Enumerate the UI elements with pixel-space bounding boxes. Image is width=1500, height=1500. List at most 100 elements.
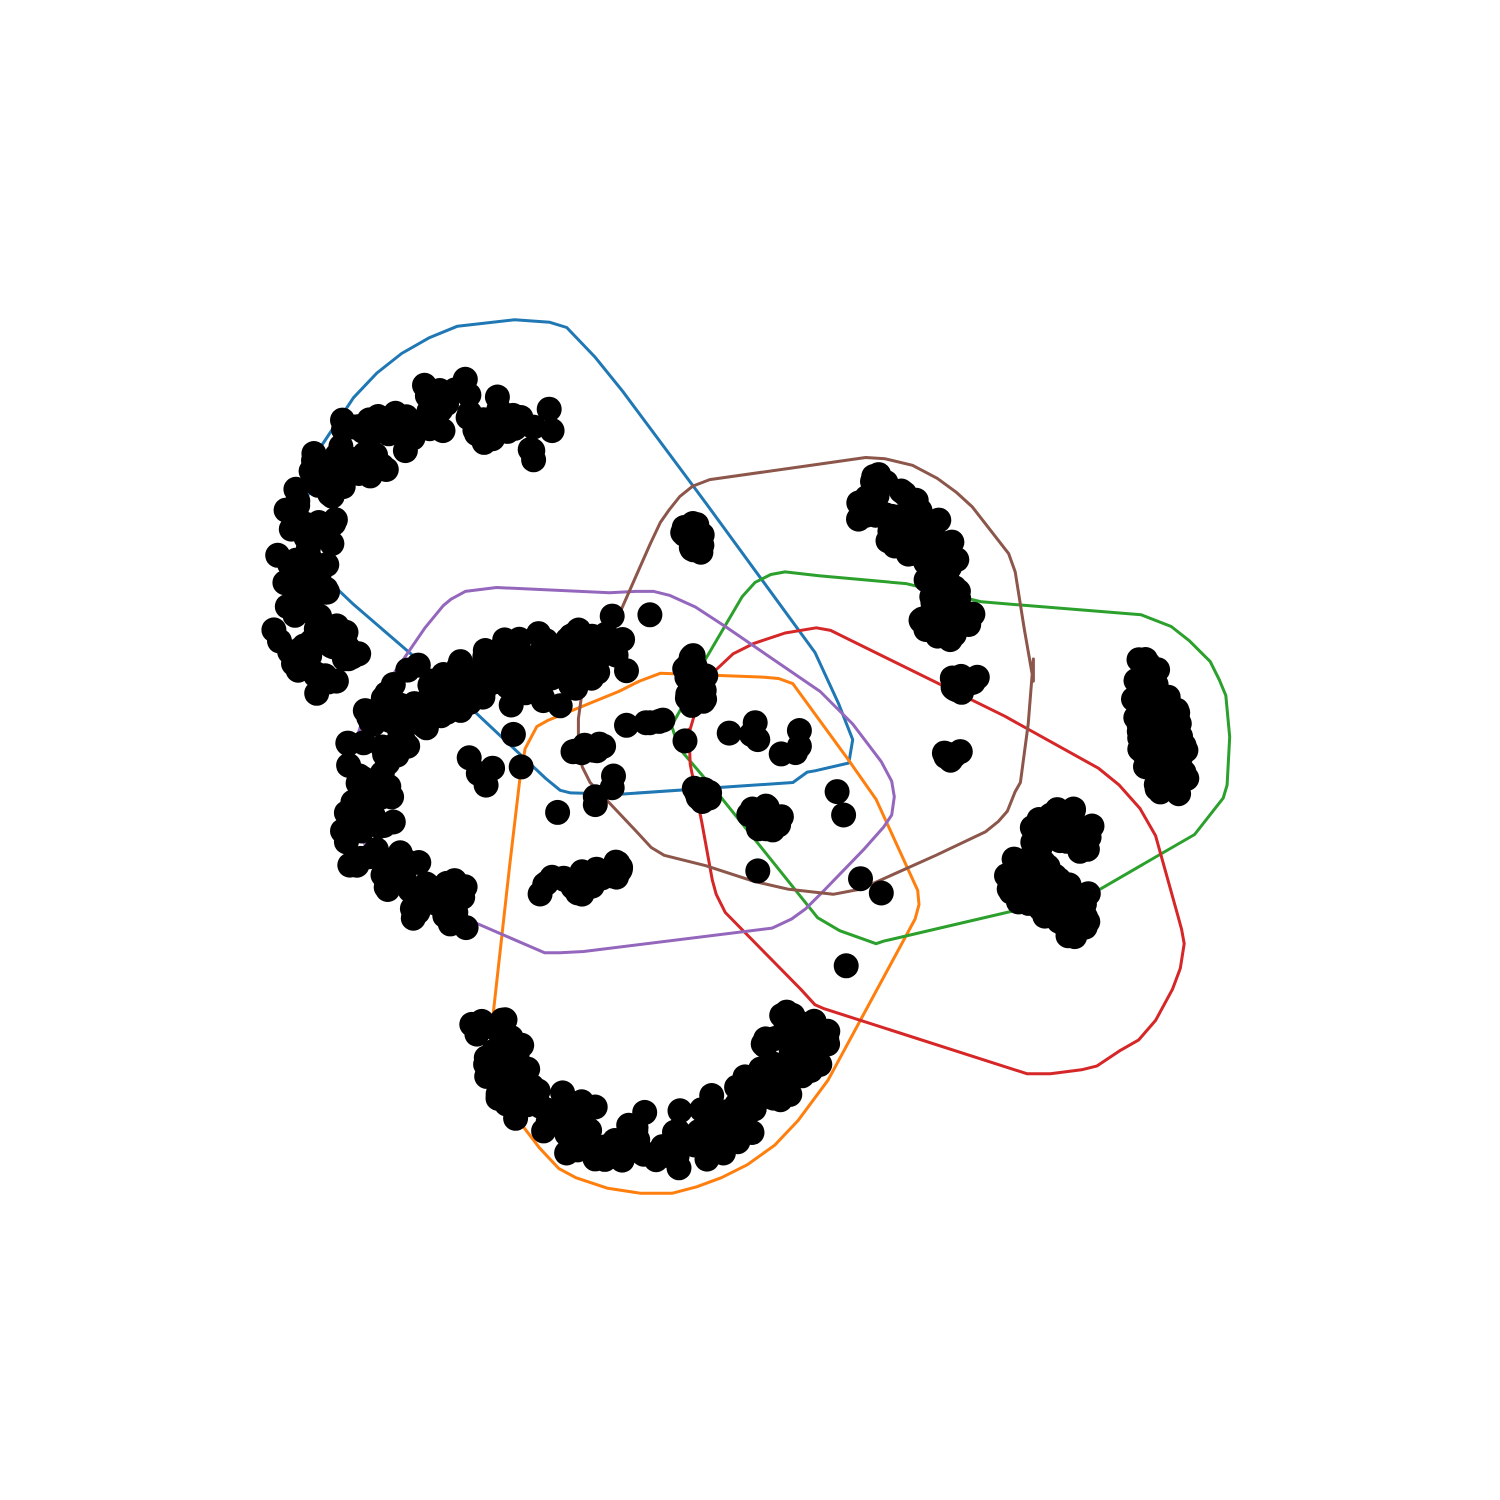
data-point — [749, 1082, 775, 1108]
data-point — [314, 552, 340, 578]
data-point — [547, 693, 573, 719]
data-point — [558, 672, 584, 698]
data-point — [357, 424, 382, 450]
data-point — [323, 668, 349, 694]
cluster-outline — [669, 570, 1232, 946]
data-point — [667, 1098, 693, 1124]
data-point — [937, 746, 963, 772]
data-point — [277, 552, 303, 577]
data-point — [778, 1040, 804, 1066]
data-point — [551, 1099, 577, 1125]
data-point — [745, 727, 771, 753]
data-point — [694, 1146, 720, 1172]
data-point — [283, 476, 309, 502]
data-point — [330, 818, 355, 844]
data-point — [388, 692, 414, 718]
data-point — [494, 1091, 519, 1117]
data-point — [495, 674, 521, 699]
data-point — [914, 604, 940, 630]
data-point — [1126, 647, 1152, 673]
data-point — [1075, 881, 1101, 907]
data-point — [496, 1040, 522, 1066]
data-point — [373, 457, 399, 482]
data-point — [1074, 836, 1100, 862]
data-point — [384, 742, 410, 768]
data-point — [679, 692, 705, 718]
data-point — [348, 449, 374, 475]
data-point — [442, 377, 468, 403]
data-point — [941, 676, 967, 702]
data-point — [1001, 860, 1027, 886]
data-point — [773, 1013, 799, 1039]
data-point — [465, 760, 491, 786]
data-point — [736, 802, 762, 827]
data-point — [478, 1050, 503, 1076]
data-point — [690, 776, 716, 802]
cluster-outline — [576, 456, 1035, 896]
data-point — [833, 953, 859, 979]
data-point — [321, 510, 347, 536]
data-point — [632, 1099, 658, 1125]
data-point — [727, 1086, 753, 1112]
data-point — [273, 497, 299, 523]
data-point — [294, 512, 319, 537]
data-point — [360, 803, 386, 828]
data-point — [539, 665, 565, 691]
data-point — [1127, 736, 1153, 762]
data-point — [861, 464, 887, 489]
data-point — [318, 481, 344, 507]
data-point — [521, 447, 547, 473]
data-point — [524, 1091, 550, 1117]
data-point — [336, 636, 362, 662]
data-point — [464, 421, 489, 447]
data-point — [492, 627, 518, 653]
data-point — [554, 1140, 580, 1166]
data-point — [313, 576, 339, 602]
data-point — [1027, 835, 1053, 861]
data-point — [500, 721, 526, 747]
data-point — [1132, 672, 1158, 698]
data-point — [924, 583, 950, 609]
data-point — [417, 877, 443, 903]
data-point — [937, 627, 963, 653]
data-point — [489, 1007, 515, 1033]
data-point — [261, 617, 287, 643]
data-point — [512, 1064, 538, 1090]
data-point — [299, 597, 325, 623]
data-point — [331, 417, 356, 442]
data-point — [324, 613, 350, 639]
data-point — [637, 602, 663, 628]
data-point — [848, 866, 873, 892]
data-point — [350, 765, 376, 791]
data-point — [614, 712, 639, 738]
data-point — [298, 458, 324, 484]
data-point — [453, 915, 479, 941]
data-point — [603, 642, 629, 668]
data-point — [387, 718, 413, 744]
data-point — [417, 416, 443, 442]
data-point — [752, 1033, 778, 1059]
data-point — [1061, 815, 1087, 840]
cluster-outline — [687, 626, 1186, 1076]
data-point — [650, 707, 676, 733]
data-point — [365, 404, 391, 429]
data-point — [502, 415, 528, 441]
data-point — [428, 703, 454, 729]
data-point — [783, 740, 808, 766]
data-point — [1136, 703, 1162, 729]
data-point — [471, 678, 497, 704]
data-point — [1050, 910, 1076, 936]
data-point — [824, 779, 850, 805]
data-point — [868, 880, 894, 906]
data-point — [442, 868, 468, 894]
cluster-outline — [346, 586, 896, 955]
data-point — [395, 657, 421, 683]
data-points — [261, 366, 1200, 1181]
data-point — [589, 865, 615, 891]
data-point — [560, 874, 586, 900]
data-point — [1079, 813, 1105, 839]
data-point — [536, 396, 562, 422]
data-point — [831, 802, 857, 828]
data-point — [863, 502, 889, 528]
